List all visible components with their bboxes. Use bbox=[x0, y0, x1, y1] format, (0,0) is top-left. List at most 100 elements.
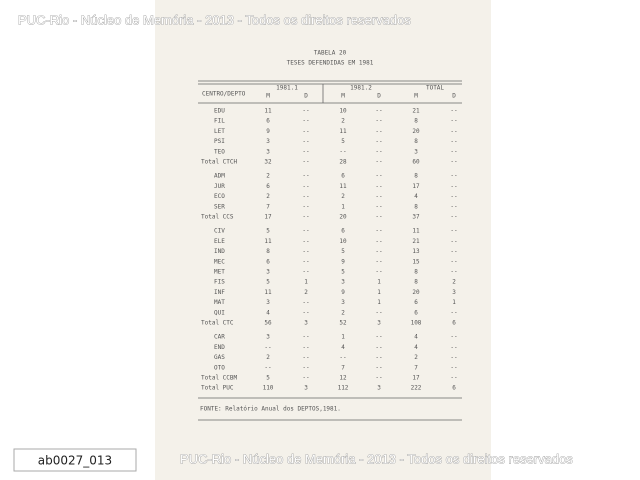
row-label: INF bbox=[214, 289, 225, 296]
cell: 1 bbox=[452, 299, 456, 306]
row-label: Total CCBM bbox=[201, 375, 238, 382]
cell: -- bbox=[450, 344, 457, 351]
cell: -- bbox=[302, 203, 309, 210]
paper bbox=[155, 0, 491, 480]
subheader: D bbox=[304, 93, 308, 100]
cell: -- bbox=[302, 354, 309, 361]
cell: -- bbox=[302, 108, 309, 115]
cell: 12 bbox=[339, 375, 347, 382]
cell: -- bbox=[450, 258, 457, 265]
cell: 110 bbox=[263, 385, 274, 392]
cell: 9 bbox=[266, 128, 270, 135]
cell: -- bbox=[450, 269, 457, 276]
cell: 4 bbox=[414, 344, 418, 351]
cell: -- bbox=[450, 375, 457, 382]
cell: 112 bbox=[338, 385, 349, 392]
cell: 3 bbox=[266, 299, 270, 306]
row-label: CAR bbox=[214, 334, 225, 341]
cell: 7 bbox=[414, 364, 418, 371]
cell: 11 bbox=[339, 183, 347, 190]
cell: -- bbox=[375, 183, 382, 190]
cell: 3 bbox=[341, 279, 345, 286]
cell: -- bbox=[450, 203, 457, 210]
watermark: PUC-Rio - Núcleo de Memória - 2013 - Tod… bbox=[180, 451, 573, 466]
cell: 2 bbox=[341, 118, 345, 125]
cell: 20 bbox=[339, 214, 347, 221]
cell: -- bbox=[375, 173, 382, 180]
cell: -- bbox=[450, 238, 457, 245]
row-label: TEO bbox=[214, 148, 225, 155]
cell: -- bbox=[450, 354, 457, 361]
table-subtitle: TESES DEFENDIDAS EM 1981 bbox=[287, 60, 374, 67]
cell: 6 bbox=[452, 320, 456, 327]
row-label: Total PUC bbox=[201, 385, 234, 392]
cell: 6 bbox=[266, 118, 270, 125]
cell: 4 bbox=[414, 334, 418, 341]
cell: -- bbox=[375, 159, 382, 166]
cell: -- bbox=[375, 364, 382, 371]
cell: 11 bbox=[264, 238, 272, 245]
row-label: ADM bbox=[214, 173, 225, 180]
cell: -- bbox=[302, 173, 309, 180]
cell: -- bbox=[375, 354, 382, 361]
cell: -- bbox=[450, 173, 457, 180]
cell: 5 bbox=[341, 248, 345, 255]
cell: 20 bbox=[412, 128, 420, 135]
cell: 7 bbox=[341, 364, 345, 371]
cell: 10 bbox=[339, 108, 347, 115]
subheader: D bbox=[377, 93, 381, 100]
cell: 1 bbox=[304, 279, 308, 286]
row-label: SER bbox=[214, 203, 225, 210]
row-label: Total CCS bbox=[201, 214, 234, 221]
cell: -- bbox=[450, 334, 457, 341]
cell: 3 bbox=[266, 269, 270, 276]
cell: -- bbox=[375, 128, 382, 135]
cell: 8 bbox=[414, 279, 418, 286]
cell: 15 bbox=[412, 258, 420, 265]
cell: 8 bbox=[414, 173, 418, 180]
row-label: OTO bbox=[214, 364, 225, 371]
row-label: JUR bbox=[214, 183, 225, 190]
cell: 3 bbox=[377, 320, 381, 327]
cell: 5 bbox=[341, 138, 345, 145]
cell: 6 bbox=[266, 183, 270, 190]
cell: 20 bbox=[412, 289, 420, 296]
cell: 1 bbox=[377, 289, 381, 296]
column-group: 1981.1 bbox=[276, 85, 298, 92]
source: FONTE: Relatório Anual dos DEPTOS,1981. bbox=[200, 406, 341, 413]
cell: 1 bbox=[341, 334, 345, 341]
cell: 32 bbox=[264, 159, 272, 166]
cell: 2 bbox=[304, 289, 308, 296]
cell: -- bbox=[450, 128, 457, 135]
row-label: ELE bbox=[214, 238, 225, 245]
cell: -- bbox=[450, 108, 457, 115]
cell: 3 bbox=[377, 385, 381, 392]
cell: 3 bbox=[266, 138, 270, 145]
cell: 5 bbox=[266, 375, 270, 382]
cell: -- bbox=[375, 375, 382, 382]
row-label: ECO bbox=[214, 193, 225, 200]
row-label: FIS bbox=[214, 279, 225, 286]
cell: -- bbox=[375, 334, 382, 341]
cell: -- bbox=[302, 148, 309, 155]
cell: 3 bbox=[341, 299, 345, 306]
column-group: 1981.2 bbox=[350, 85, 372, 92]
cell: -- bbox=[450, 193, 457, 200]
cell: 13 bbox=[412, 248, 420, 255]
column-group: TOTAL bbox=[426, 85, 444, 92]
cell: -- bbox=[450, 159, 457, 166]
cell: -- bbox=[302, 344, 309, 351]
cell: 9 bbox=[341, 289, 345, 296]
cell: -- bbox=[450, 364, 457, 371]
cell: 2 bbox=[266, 354, 270, 361]
cell: 6 bbox=[266, 258, 270, 265]
cell: 8 bbox=[414, 118, 418, 125]
cell: 8 bbox=[414, 203, 418, 210]
cell: 21 bbox=[412, 238, 420, 245]
cell: 37 bbox=[412, 214, 420, 221]
cell: 11 bbox=[264, 108, 272, 115]
cell: 5 bbox=[266, 228, 270, 235]
cell: -- bbox=[302, 193, 309, 200]
cell: 3 bbox=[304, 385, 308, 392]
